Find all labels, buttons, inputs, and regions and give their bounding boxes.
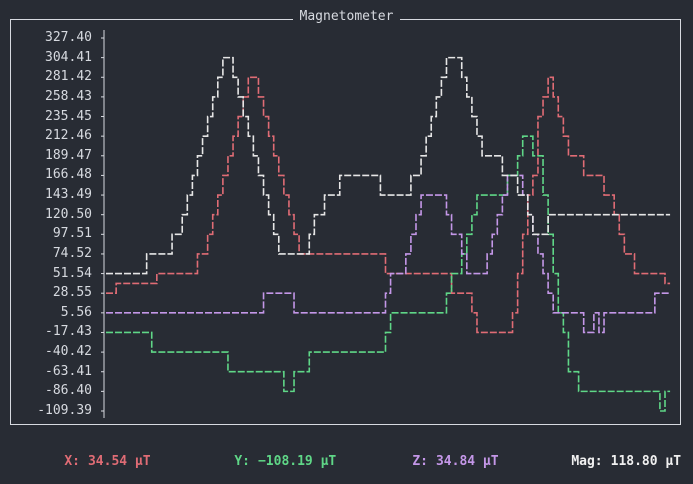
series-z-line <box>106 174 671 334</box>
series-mag-line <box>106 56 671 275</box>
y-tick-label: 281.42 <box>45 69 92 85</box>
y-tick-label: 304.41 <box>45 49 92 65</box>
series-x-line <box>106 76 671 334</box>
chart-title: Magnetometer <box>0 9 693 25</box>
status-mag-label: Mag: <box>571 454 603 469</box>
status-y: Y: −108.19 µT <box>203 439 336 484</box>
y-tick-label: 143.49 <box>45 187 92 203</box>
y-tick-label: -86.40 <box>45 383 92 399</box>
y-tick-label: -40.42 <box>45 344 92 360</box>
status-x-label: X: <box>64 454 80 469</box>
y-tick-label: 189.47 <box>45 147 92 163</box>
status-x: X: 34.54 µT <box>33 439 151 484</box>
status-z: Z: 34.84 µT <box>381 439 499 484</box>
y-tick-label: 166.48 <box>45 167 92 183</box>
magnetometer-window: { "title": "Magnetometer", "colors": { "… <box>0 9 693 469</box>
y-tick-label: 28.55 <box>52 285 92 301</box>
y-tick-label: -109.39 <box>37 403 92 418</box>
y-tick-label: -17.43 <box>45 324 92 340</box>
status-x-value: 34.54 µT <box>87 454 151 469</box>
status-z-label: Z: <box>412 454 428 469</box>
y-tick-label: 120.50 <box>45 206 92 222</box>
y-tick-label: 235.45 <box>45 108 92 124</box>
series-y-line <box>106 135 671 412</box>
magnetometer-chart <box>101 30 671 418</box>
y-tick-label: 51.54 <box>52 265 92 281</box>
y-tick-label: 258.43 <box>45 88 92 104</box>
y-tick-label: 212.46 <box>45 128 92 144</box>
status-y-value: −108.19 µT <box>257 454 337 469</box>
y-tick-label: 5.56 <box>60 304 92 320</box>
status-y-label: Y: <box>234 454 250 469</box>
status-bar: X: 34.54 µT Y: −108.19 µT Z: 34.84 µT Mag: 1… <box>0 439 693 469</box>
status-mag: Mag: 118.80 µT <box>540 439 681 484</box>
status-z-value: 34.84 µT <box>435 454 499 469</box>
y-axis-labels: 327.40 304.41 281.42 258.43 235.45 212.46 189.… <box>18 28 98 424</box>
y-tick-label: -63.41 <box>45 363 92 379</box>
y-tick-label: 74.52 <box>52 245 92 261</box>
y-tick-label: 327.40 <box>45 30 92 45</box>
status-mag-value: 118.80 µT <box>610 454 682 469</box>
y-tick-label: 97.51 <box>52 226 92 242</box>
